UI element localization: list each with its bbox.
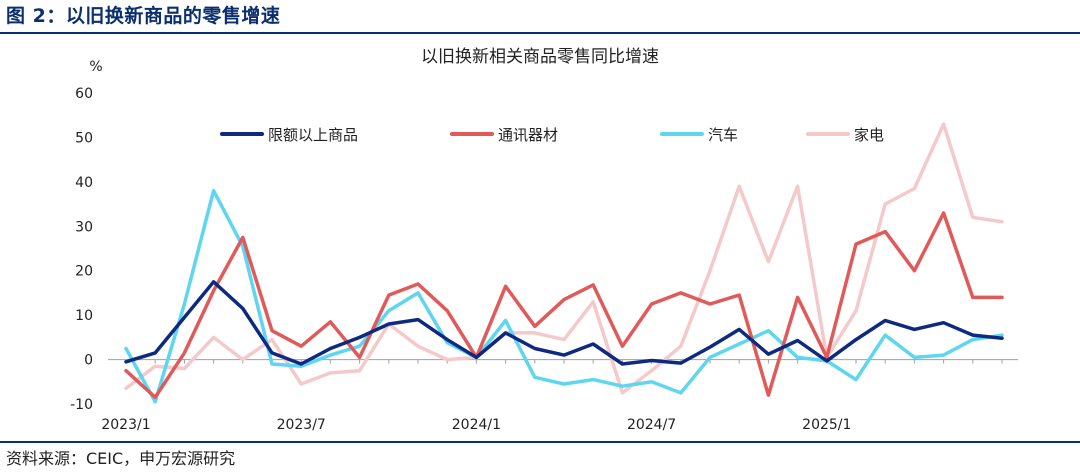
footer-divider [0, 441, 1080, 443]
y-tick-label: 40 [75, 175, 93, 191]
y-tick-label: 60 [75, 86, 93, 102]
y-tick-label: 20 [75, 264, 93, 280]
series-line-1 [124, 280, 1004, 366]
y-tick-label: 10 [75, 308, 93, 324]
legend-label: 通讯器材 [498, 126, 558, 144]
y-axis: -10 0 10 20 30 40 50 60 [70, 86, 93, 413]
source-note: 资料来源：CEIC，申万宏源研究 [6, 449, 236, 468]
x-tick-label: 2024/1 [452, 417, 501, 433]
series-line-4 [124, 122, 1004, 395]
series-line-3 [124, 188, 1004, 404]
line-chart: 以旧换新相关商品零售同比增速 % -10 0 10 20 30 40 50 60 2023/1… [70, 47, 1018, 433]
x-axis: 2023/1 2023/7 2024/1 2024/7 2025/1 [101, 359, 1018, 433]
chart-title: 以旧换新相关商品零售同比增速 [421, 47, 659, 67]
y-tick-label: 50 [75, 130, 93, 146]
y-tick-label: -10 [70, 397, 93, 413]
y-tick-label: 30 [75, 219, 93, 235]
y-axis-unit-label: % [89, 59, 102, 75]
x-tick-label: 2024/7 [627, 417, 676, 433]
series-line-2 [124, 211, 1004, 400]
y-tick-label: 0 [84, 353, 93, 369]
series-lines [124, 122, 1004, 404]
figure-title: 图 2：以旧换新商品的零售增速 [6, 5, 281, 27]
title-divider [0, 32, 1080, 34]
legend-label: 汽车 [708, 126, 738, 144]
legend-label: 家电 [854, 126, 884, 144]
legend-label: 限额以上商品 [268, 126, 358, 144]
x-tick-label: 2023/7 [277, 417, 326, 433]
x-tick-label: 2025/1 [802, 417, 851, 433]
legend: 限额以上商品 通讯器材 汽车 家电 [220, 126, 884, 144]
x-tick-label: 2023/1 [101, 417, 150, 433]
